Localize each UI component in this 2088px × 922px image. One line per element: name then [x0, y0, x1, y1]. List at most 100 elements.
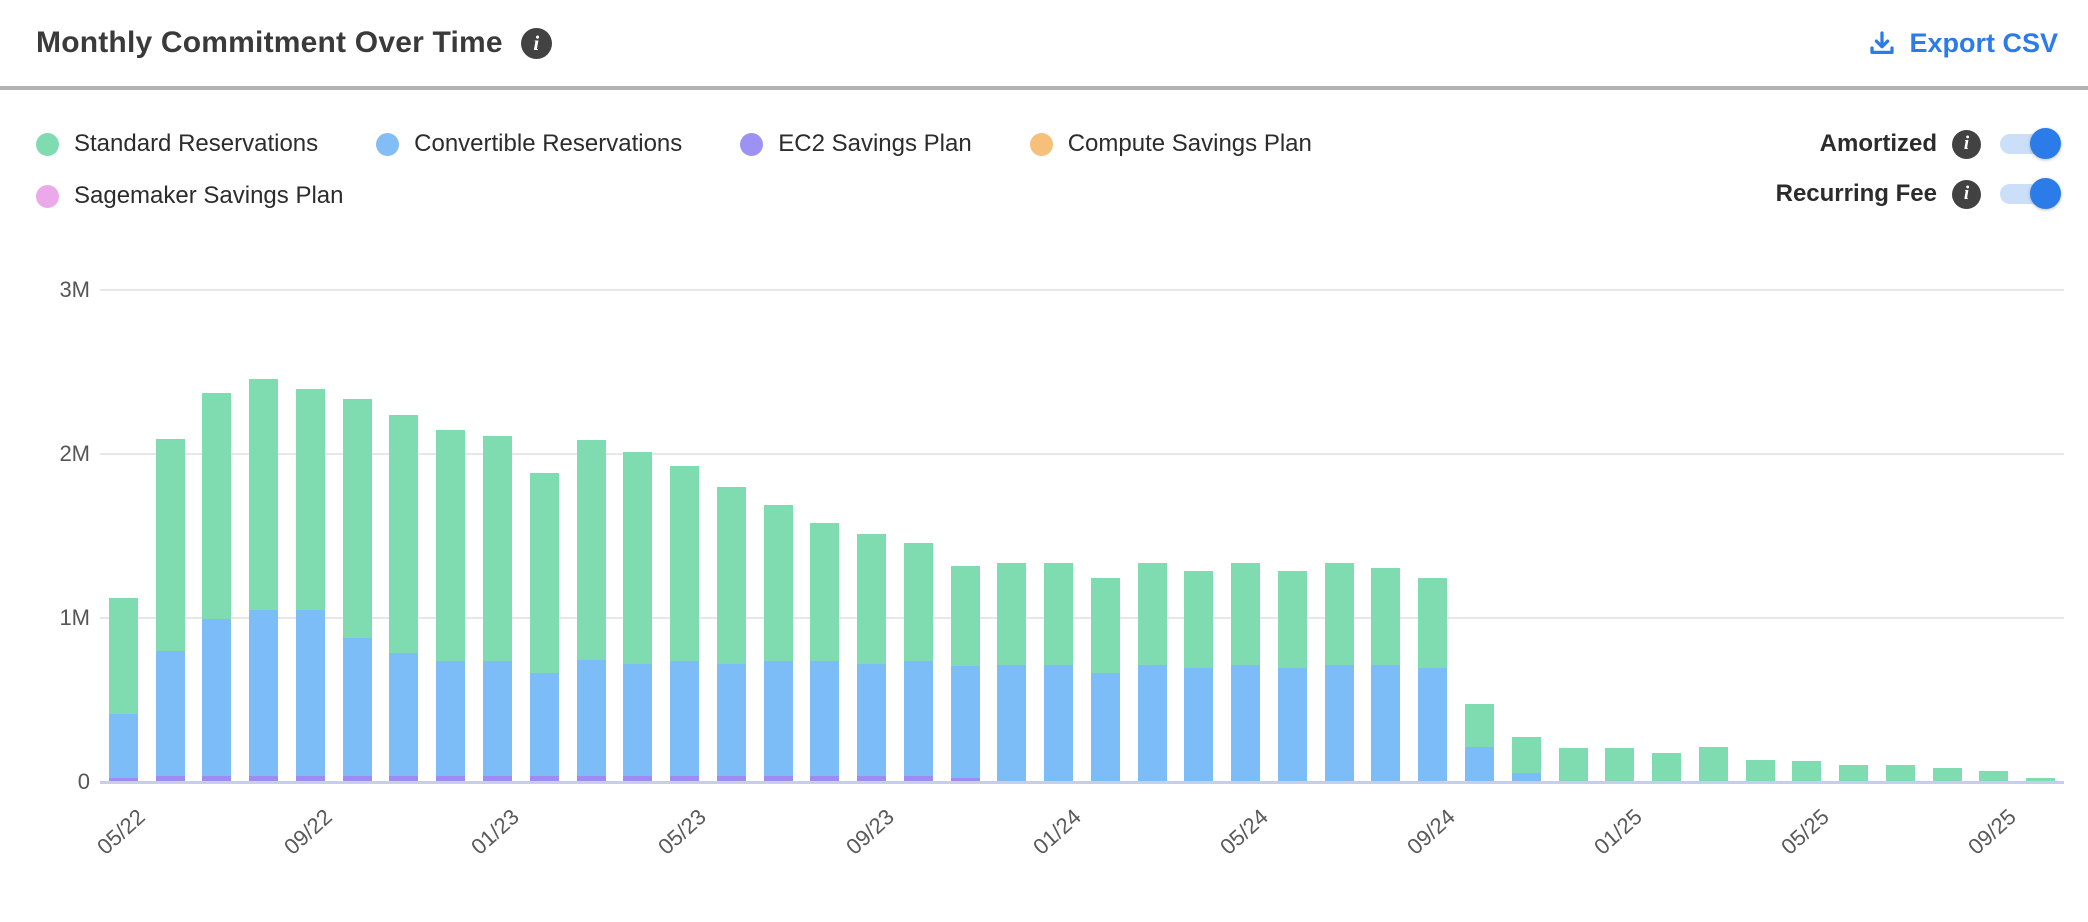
bar-segment: [436, 661, 466, 776]
bar-segment: [155, 439, 185, 651]
amortized-toggle[interactable]: [2000, 128, 2061, 159]
bar-segment: [623, 776, 653, 781]
bar-segment: [1090, 578, 1120, 673]
toggle-knob: [2030, 128, 2061, 159]
bar-segment: [1418, 668, 1448, 781]
bar-segment: [1511, 773, 1541, 781]
legend-item-compute-savings-plan[interactable]: Compute Savings Plan: [1029, 126, 1312, 162]
bar-segment: [1044, 563, 1074, 665]
bar-segment: [1464, 704, 1494, 747]
x-axis-tick-label: 09/24: [1401, 804, 1460, 860]
legend-item-ec2-savings-plan[interactable]: EC2 Savings Plan: [740, 126, 972, 162]
bar-segment: [716, 776, 746, 781]
title-info-icon[interactable]: i: [520, 27, 552, 59]
bar-segment: [1698, 747, 1728, 781]
bar-segment: [670, 776, 700, 781]
bar-segment: [155, 651, 185, 776]
bar-segment: [763, 661, 793, 776]
bar-segment: [1231, 563, 1261, 665]
commitment-chart: 3M 2M 1M 0 05/22 09/22 01/23 05/23 09/23 01/24 05/…: [0, 270, 2088, 910]
recurring-fee-toggle[interactable]: [2000, 178, 2061, 209]
x-axis-tick-label: 01/23: [466, 804, 525, 860]
bar-segment: [810, 661, 840, 776]
bar-segment: [1090, 673, 1120, 781]
bar-segment: [108, 714, 138, 778]
bar-segment: [389, 653, 419, 776]
legend-label: Convertible Reservations: [414, 130, 683, 157]
bar-segment: [576, 660, 606, 776]
bar-segment: [1652, 753, 1682, 781]
bar-segment: [1932, 768, 1962, 781]
bar-segment: [482, 436, 512, 661]
x-axis-tick-label: 01/24: [1027, 804, 1086, 860]
recurring-fee-info-icon[interactable]: i: [1952, 179, 1981, 209]
legend-item-convertible-reservations[interactable]: Convertible Reservations: [376, 126, 682, 162]
y-axis-tick-label: 3M: [59, 277, 90, 302]
legend-item-standard-reservations[interactable]: Standard Reservations: [36, 126, 318, 162]
x-axis-tick-label: 05/23: [653, 804, 712, 860]
header-separator: [0, 86, 2088, 90]
amortized-info-icon[interactable]: i: [1952, 129, 1981, 159]
bar-segment: [529, 776, 559, 781]
amortized-label: Amortized: [1819, 130, 1937, 157]
chart-legend: Standard Reservations Convertible Reserva…: [36, 126, 1496, 214]
legend-item-sagemaker-savings-plan[interactable]: Sagemaker Savings Plan: [36, 178, 343, 214]
bar-segment: [1605, 748, 1635, 781]
bar-segment: [763, 776, 793, 781]
gridline: [100, 289, 2064, 291]
bar-segment: [950, 778, 980, 781]
plot-area: 3M 2M 1M 0 05/22 09/22 01/23 05/23 09/23 01/24 05/…: [59, 277, 2064, 859]
bar-segment: [1839, 765, 1869, 781]
bar-segment: [903, 661, 933, 776]
bar-segment: [342, 638, 372, 776]
bar-segment: [716, 487, 746, 664]
bar-segment: [482, 776, 512, 781]
x-axis-tick-label: 05/24: [1214, 804, 1273, 860]
x-axis-tick-label: 09/25: [1962, 804, 2021, 860]
page-title: Monthly Commitment Over Time: [36, 26, 503, 59]
bar-segment: [903, 543, 933, 661]
bar-segment: [1511, 737, 1541, 773]
bar-segment: [950, 566, 980, 666]
bar-segment: [295, 389, 325, 610]
bar-segment: [2026, 778, 2056, 781]
legend-label: Standard Reservations: [74, 130, 319, 157]
bar-segment: [389, 415, 419, 653]
bar-segment: [155, 776, 185, 781]
x-axis-tick-label: 09/22: [279, 804, 338, 860]
bar-segment: [1324, 665, 1354, 781]
y-axis-tick-label: 0: [77, 769, 90, 794]
recurring-fee-toggle-row: Recurring Fee i: [1776, 176, 2061, 212]
bar-segment: [529, 673, 559, 776]
bar-segment: [857, 776, 887, 781]
export-csv-button[interactable]: Export CSV: [1867, 0, 2058, 86]
bar-segment: [1277, 668, 1307, 781]
bar-segment: [1558, 748, 1588, 781]
bar-segment: [950, 666, 980, 778]
bar-segment: [342, 776, 372, 781]
bar-segment: [1184, 668, 1214, 781]
x-axis-tick-label: 05/25: [1775, 804, 1834, 860]
export-csv-label: Export CSV: [1909, 27, 2058, 58]
bar-segment: [857, 534, 887, 664]
bar-segment: [202, 393, 232, 619]
bar-segment: [997, 563, 1027, 665]
x-axis-tick-label: 05/22: [92, 804, 151, 860]
legend-label: Sagemaker Savings Plan: [74, 182, 344, 209]
x-axis-tick-label: 01/25: [1588, 804, 1647, 860]
y-axis-tick-label: 1M: [59, 605, 90, 630]
bar-segment: [1464, 747, 1494, 781]
bar-segment: [763, 505, 793, 661]
bar-segment: [810, 523, 840, 661]
bar-segment: [342, 399, 372, 638]
bar-segment: [623, 452, 653, 664]
legend-dot: [36, 184, 59, 208]
bar-segment: [576, 776, 606, 781]
bar-segment: [1885, 765, 1915, 781]
bar-segment: [202, 776, 232, 781]
bar-segment: [1231, 665, 1261, 781]
bar-segment: [1044, 665, 1074, 781]
bar-segment: [108, 598, 138, 714]
amortized-toggle-row: Amortized i: [1819, 126, 2061, 162]
bar-segment: [716, 664, 746, 776]
